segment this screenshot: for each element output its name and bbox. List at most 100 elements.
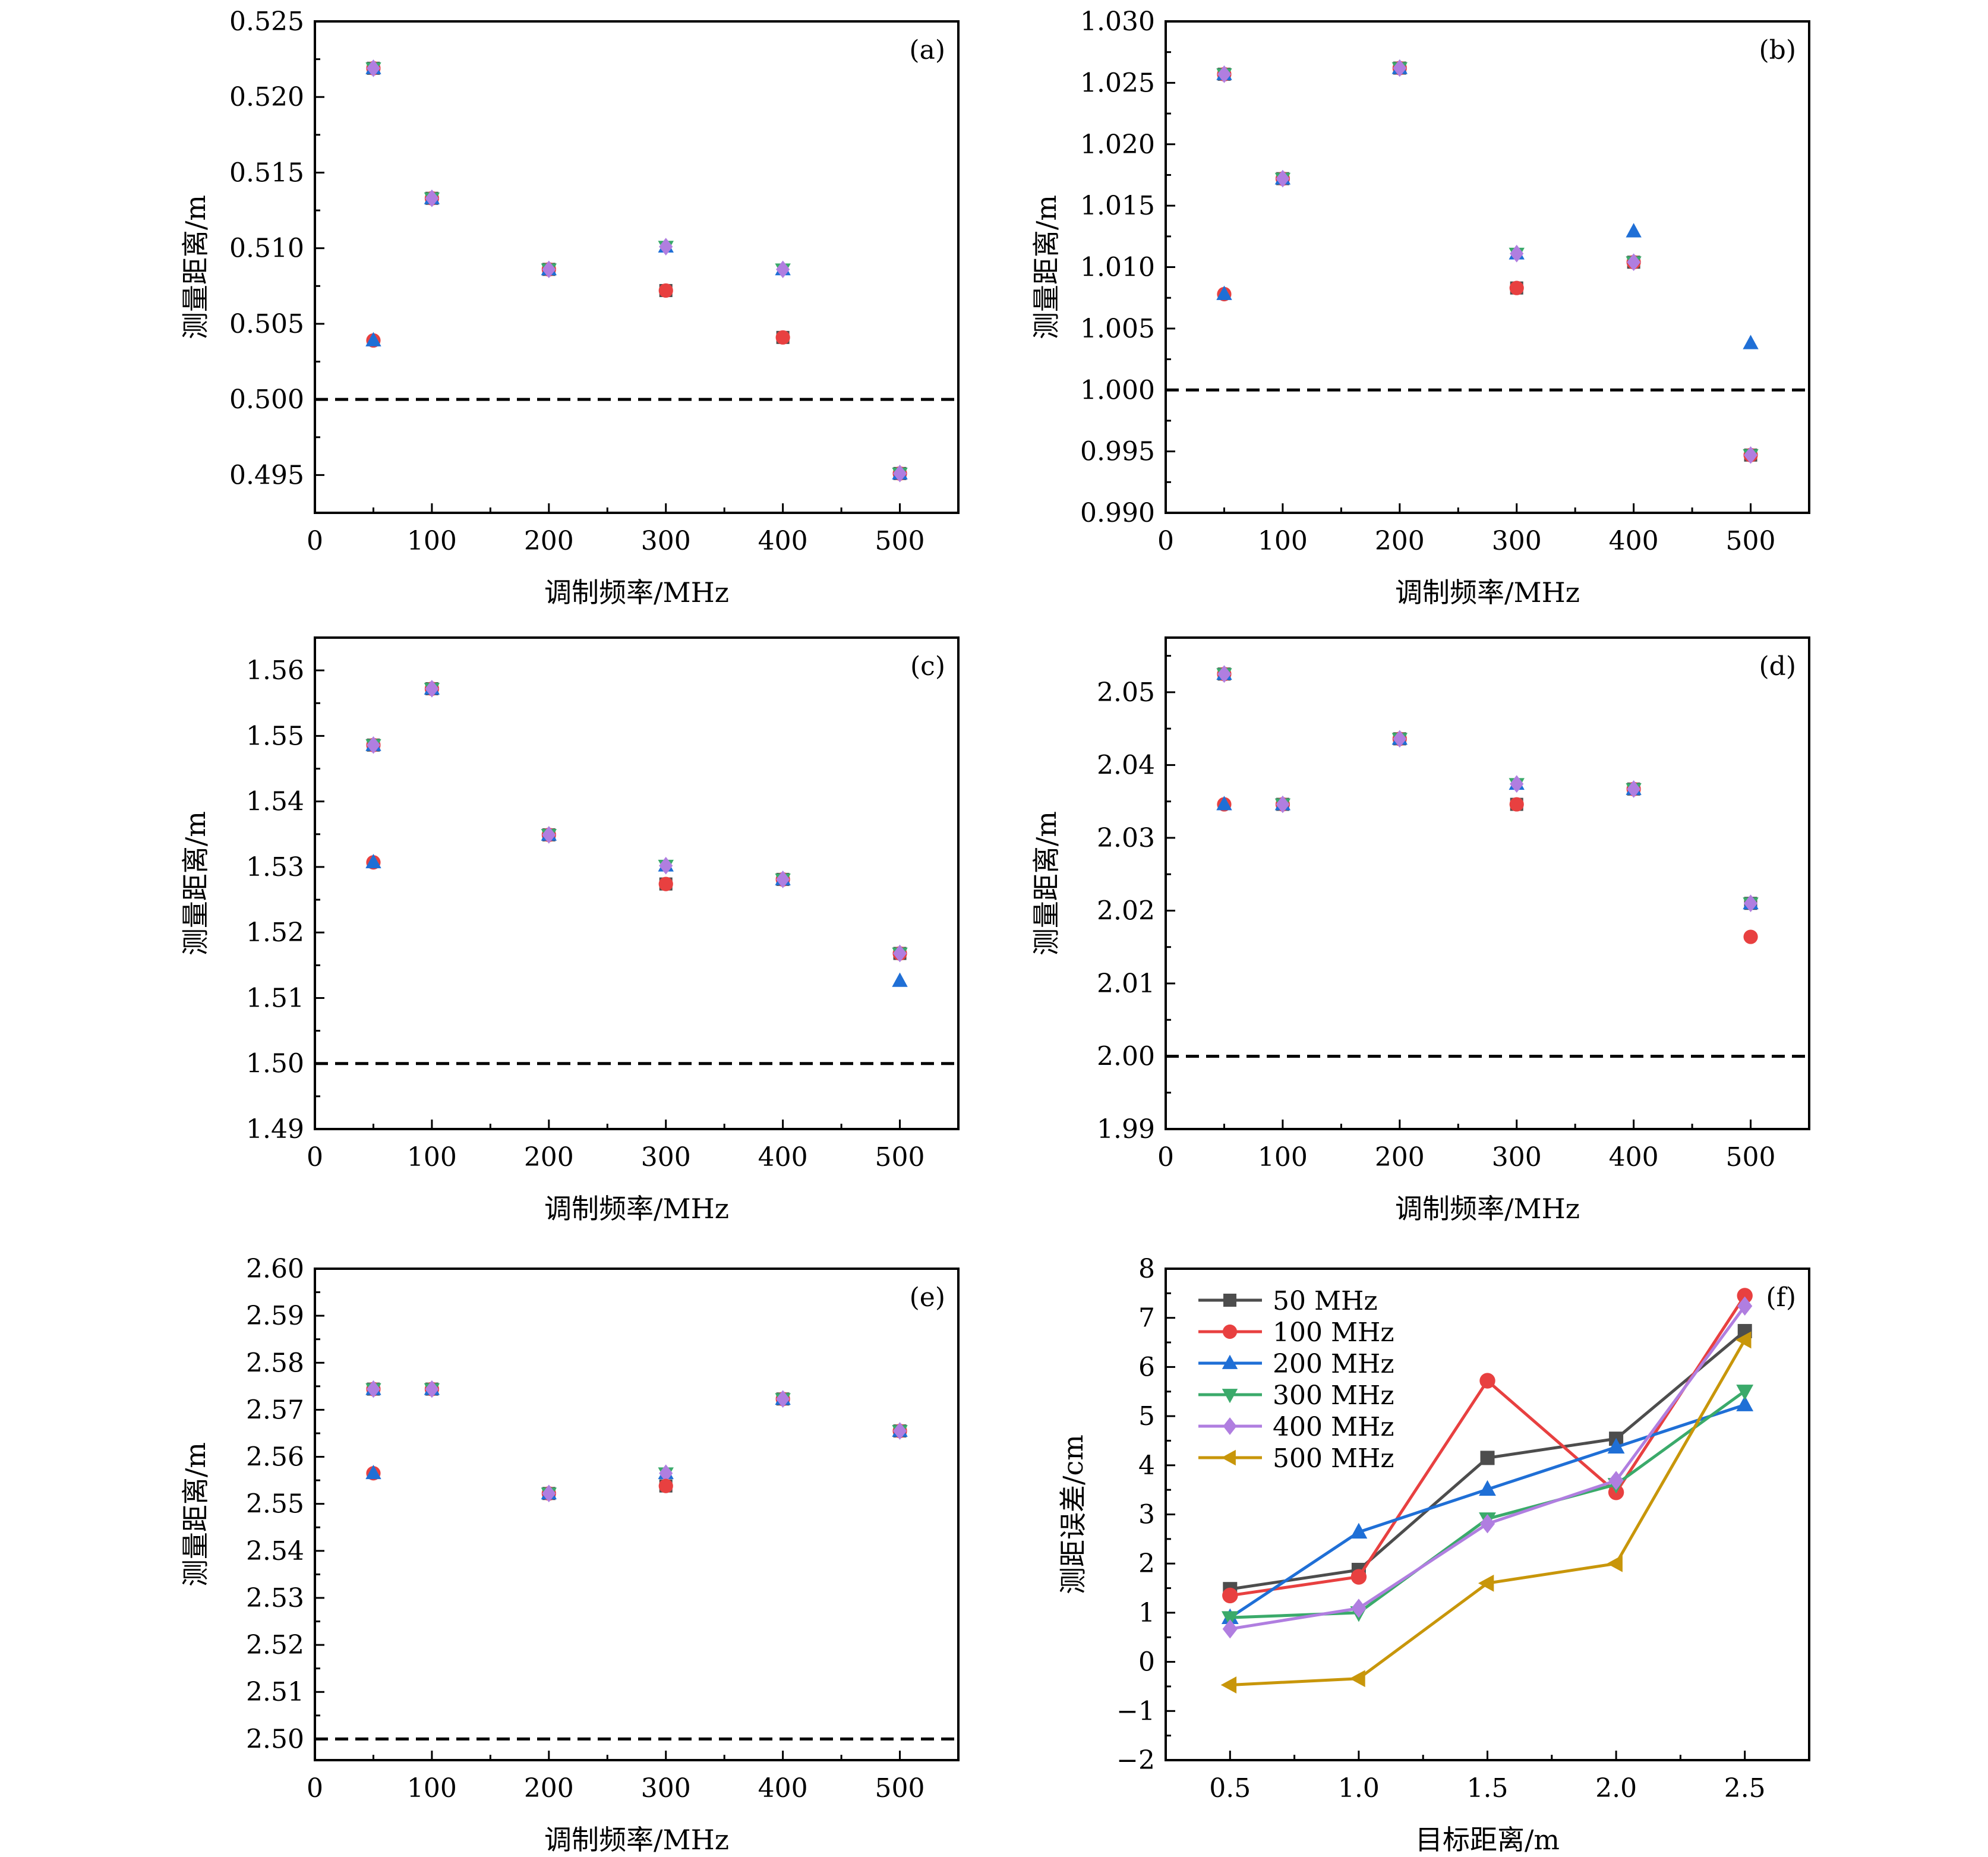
data-point-circle	[775, 330, 790, 345]
y-axis-label: 测量距离/m	[179, 1442, 212, 1587]
legend-marker-circle	[1222, 1324, 1238, 1339]
panel-f: 0.5 1.0 1.5 2.0 2.5 −2 −1 0 1 2 3 4 5 6 7 8 目标距离/m 测距误差/c…	[1057, 1254, 1810, 1856]
panel-e: 0 100 200 300 400 500 2.50 2.51 2.52 2.53 2.54 2.55…	[179, 1254, 960, 1856]
panel-b: 0 100 200 300 400 500 0.990 0.995 1.000 1.005 1.01…	[1030, 7, 1810, 609]
data-point-diamond	[366, 736, 381, 754]
y-tick-label: 2.04	[1097, 750, 1155, 780]
data-point-group	[1216, 285, 1232, 302]
y-tick-label: 2.57	[246, 1395, 304, 1425]
data-point-diamond	[659, 238, 673, 256]
y-tick-label: 2.51	[246, 1677, 304, 1707]
y-tick-label: 2.02	[1097, 896, 1155, 926]
x-tick-label: 400	[1609, 526, 1659, 556]
data-point-group	[541, 260, 557, 279]
data-point-group	[1626, 223, 1642, 238]
y-tick-label: 8	[1138, 1254, 1155, 1284]
data-point-group	[541, 826, 557, 844]
data-point-diamond	[366, 59, 381, 77]
panel-c: 0 100 200 300 400 500 1.49 1.50 1.51 1.52 1.53 1.54…	[179, 636, 960, 1225]
data-point-group	[658, 1478, 673, 1493]
data-point-diamond	[542, 826, 556, 844]
y-tick-label: 2.01	[1097, 969, 1155, 999]
data-point-diamond	[1510, 775, 1524, 793]
data-point-circle	[1743, 929, 1758, 944]
y-tick-label: 5	[1138, 1401, 1155, 1432]
data-point-diamond	[1393, 59, 1407, 77]
y-tick-label: 1.55	[246, 721, 304, 751]
data-point	[1479, 1514, 1495, 1534]
x-tick-label: 100	[407, 526, 457, 556]
legend-label: 400 MHz	[1273, 1412, 1394, 1442]
panel-tag: (f)	[1766, 1282, 1796, 1313]
x-axis-label: 目标距离/m	[1415, 1824, 1560, 1854]
y-tick-label: 2.05	[1097, 677, 1155, 708]
data-point-triangle-up	[1216, 796, 1232, 811]
data-point-diamond	[776, 1390, 790, 1408]
y-tick-label: 1	[1138, 1598, 1155, 1628]
data-point-diamond	[1743, 446, 1758, 464]
y-tick-label: 1.49	[246, 1114, 304, 1145]
data-point-diamond	[425, 1380, 439, 1398]
y-tick-label: 6	[1138, 1352, 1155, 1382]
y-tick-label: −2	[1116, 1745, 1155, 1776]
data-point-group	[1509, 775, 1525, 793]
data-point-triangle-up	[365, 853, 381, 869]
data-point-diamond	[425, 680, 439, 698]
legend-item: 400 MHz	[1198, 1412, 1394, 1442]
data-point-group	[1626, 253, 1642, 272]
x-tick-label: 500	[875, 1142, 925, 1172]
y-tick-label: 2.59	[246, 1301, 304, 1331]
x-tick-label: 300	[641, 526, 691, 556]
x-axis-label: 调制频率/MHz	[544, 576, 729, 609]
data-point-diamond	[366, 1380, 381, 1398]
legend-label: 200 MHz	[1273, 1349, 1394, 1379]
data-point-group	[424, 1380, 440, 1398]
y-tick-label: 1.020	[1080, 130, 1155, 160]
x-axis-label: 调制频率/MHz	[544, 1193, 729, 1225]
x-tick-label: 1.5	[1467, 1773, 1509, 1804]
data-point-diamond	[659, 856, 673, 875]
y-tick-label: 2.53	[246, 1583, 304, 1613]
y-tick-label: 1.010	[1080, 253, 1155, 283]
data-point	[1607, 1555, 1623, 1572]
data-point-group	[658, 856, 674, 875]
legend-item: 100 MHz	[1198, 1317, 1394, 1348]
data-point	[1608, 1471, 1624, 1490]
data-point-diamond	[659, 1464, 673, 1483]
y-tick-label: 1.025	[1080, 68, 1155, 98]
data-point-circle	[1509, 280, 1524, 295]
y-tick-label: 1.030	[1080, 7, 1155, 37]
y-tick-label: 1.56	[246, 655, 304, 686]
x-tick-label: 200	[1375, 526, 1425, 556]
data-point	[1222, 1587, 1238, 1604]
data-point-group	[541, 1484, 557, 1503]
y-tick-label: 0.515	[229, 157, 304, 188]
data-point-triangle-up	[892, 972, 908, 987]
data-point	[1607, 1437, 1625, 1454]
y-tick-label: 2.58	[246, 1348, 304, 1378]
data-point-group	[1391, 59, 1408, 77]
y-tick-label: 0.990	[1080, 498, 1155, 528]
legend-marker-triangle-down	[1222, 1389, 1238, 1404]
x-axis-label: 调制频率/MHz	[1395, 576, 1580, 609]
y-tick-label: 0.510	[229, 234, 304, 264]
data-point-diamond	[425, 189, 439, 207]
legend-marker-triangle-up	[1222, 1354, 1238, 1369]
y-tick-label: 2.54	[246, 1536, 304, 1566]
y-tick-label: 0.525	[229, 7, 304, 37]
x-tick-label: 100	[1258, 526, 1308, 556]
data-point-diamond	[892, 944, 907, 963]
data-point-circle	[658, 1478, 673, 1493]
data-point	[1220, 1676, 1237, 1694]
y-axis-label: 测量距离/m	[179, 811, 212, 956]
x-tick-label: 0	[307, 1142, 323, 1172]
data-point-diamond	[1627, 780, 1641, 798]
data-point	[1736, 1395, 1754, 1411]
legend-item: 500 MHz	[1198, 1443, 1394, 1474]
data-point	[1350, 1569, 1367, 1585]
x-tick-label: 400	[758, 526, 808, 556]
data-point-triangle-up	[365, 332, 381, 346]
y-tick-label: 1.99	[1097, 1114, 1155, 1145]
